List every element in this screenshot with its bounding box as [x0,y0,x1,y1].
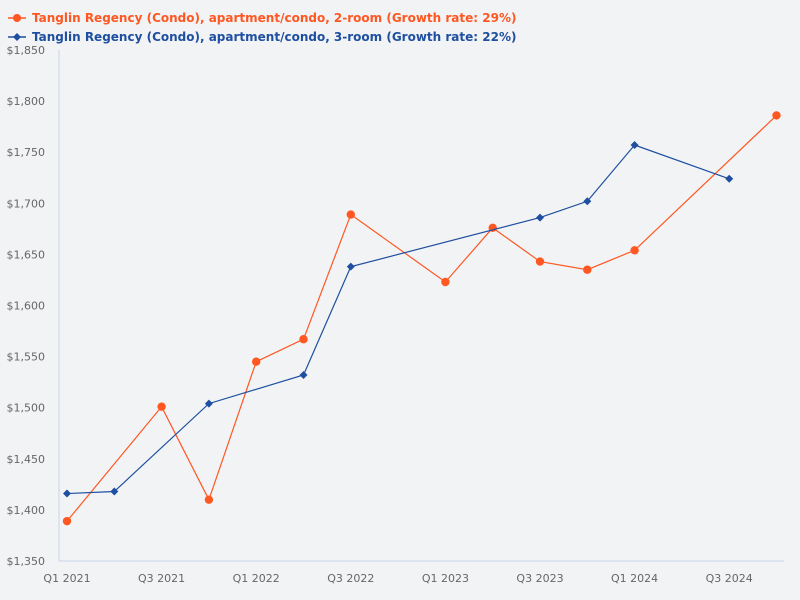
data-point-circle[interactable] [252,357,261,366]
data-point-circle[interactable] [157,402,166,411]
x-tick-label: Q3 2022 [327,572,374,585]
y-tick-label: $1,650 [7,248,46,261]
y-axis-ticks: $1,850 $1,800 $1,750 $1,700 $1,650 $1,600 $1,5… [7,44,46,568]
y-tick-label: $1,450 [7,453,46,466]
series-2-room [62,111,781,526]
legend-label-3-room: Tanglin Regency (Condo), apartment/condo… [32,29,517,44]
x-tick-label: Q1 2023 [422,572,469,585]
y-tick-label: $1,600 [7,300,46,313]
data-point-diamond[interactable] [299,370,308,379]
x-tick-label: Q3 2024 [706,572,753,585]
legend-item-3-room[interactable]: Tanglin Regency (Condo), apartment/condo… [8,27,516,46]
data-point-circle[interactable] [583,265,592,274]
series-layer [62,111,781,526]
y-tick-label: $1,850 [7,44,46,57]
y-tick-label: $1,800 [7,95,46,108]
x-axis-ticks: Q1 2021 Q3 2021 Q1 2022 Q3 2022 Q1 2023 Q3 20… [43,572,752,585]
y-tick-label: $1,700 [7,197,46,210]
data-point-diamond[interactable] [583,197,592,206]
data-point-circle[interactable] [630,246,639,255]
data-point-circle[interactable] [204,495,214,504]
y-tick-label: $1,550 [7,351,46,364]
data-point-circle[interactable] [346,210,355,219]
data-point-circle[interactable] [62,516,72,526]
circle-marker-icon [8,13,26,22]
data-point-diamond[interactable] [63,489,71,498]
data-point-diamond[interactable] [630,141,639,150]
data-point-diamond[interactable] [536,213,544,222]
series-3-room [63,141,734,498]
y-tick-label: $1,400 [7,504,46,517]
chart-legend: Tanglin Regency (Condo), apartment/condo… [8,8,516,46]
x-tick-label: Q3 2023 [516,572,563,585]
x-tick-label: Q1 2022 [233,572,280,585]
x-tick-label: Q1 2021 [43,572,90,585]
data-point-diamond[interactable] [725,174,734,183]
data-point-circle[interactable] [441,277,450,287]
diamond-marker-icon [8,32,26,41]
x-tick-label: Q3 2021 [138,572,185,585]
data-point-diamond[interactable] [110,487,119,496]
x-tick-label: Q1 2024 [611,572,658,585]
data-point-circle[interactable] [772,111,781,120]
y-tick-label: $1,350 [7,555,46,568]
data-point-circle[interactable] [299,335,308,344]
y-tick-label: $1,750 [7,146,46,159]
data-point-diamond[interactable] [204,399,213,408]
legend-item-2-room[interactable]: Tanglin Regency (Condo), apartment/condo… [8,8,516,27]
legend-label-2-room: Tanglin Regency (Condo), apartment/condo… [32,10,517,25]
data-point-diamond[interactable] [346,262,355,271]
y-tick-label: $1,500 [7,402,46,415]
data-point-circle[interactable] [535,257,545,266]
